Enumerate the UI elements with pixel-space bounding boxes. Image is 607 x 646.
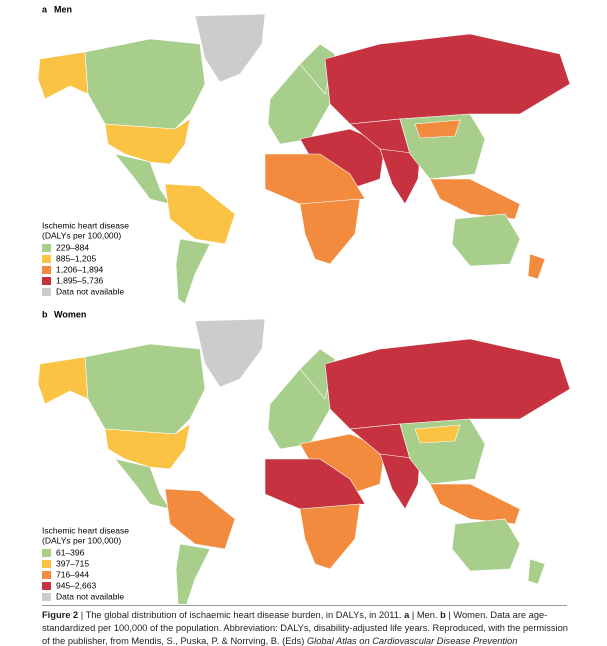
legend-swatch: [42, 255, 51, 263]
panel-label: a: [42, 4, 48, 14]
legend-swatch: [42, 571, 51, 579]
region-usa: [104, 118, 191, 165]
region-scandinavia: [299, 43, 336, 95]
world-map: [37, 13, 571, 305]
panel: b Women Ischemic heart disease(DALYs per 1…: [37, 309, 571, 610]
rule: [42, 605, 567, 606]
legend-label: 945–2,663: [56, 580, 96, 590]
region-canada: [84, 343, 206, 435]
region-canada: [84, 38, 206, 130]
region-south-america-south: [175, 543, 211, 610]
panel-label: b: [42, 309, 48, 319]
region-south-america-north: [164, 488, 236, 550]
region-mongolia: [414, 424, 461, 444]
region-africa-south: [299, 503, 361, 570]
region-africa-north: [264, 153, 366, 205]
panel-title: Women: [54, 309, 86, 319]
legend-subtitle: (DALYs per 100,000): [42, 230, 121, 240]
legend-subtitle: (DALYs per 100,000): [42, 535, 121, 545]
legend-label: 885–1,205: [56, 253, 96, 263]
legend-label: 61–396: [56, 547, 85, 557]
caption-part: Figure 2: [42, 610, 79, 620]
region-africa-south: [299, 198, 361, 265]
legend-label: 397–715: [56, 558, 89, 568]
legend-swatch: [42, 244, 51, 252]
legend-label: 716–944: [56, 569, 89, 579]
region-usa: [104, 423, 191, 470]
region-new-zealand: [527, 558, 546, 585]
region-greenland: [194, 318, 266, 388]
region-alaska: [37, 356, 89, 405]
region-south-america-south: [175, 238, 211, 305]
legend-swatch: [42, 266, 51, 274]
legend-label: Data not available: [56, 591, 124, 601]
legend-swatch: [42, 593, 51, 601]
world-map: [37, 318, 571, 610]
legend-swatch: [42, 549, 51, 557]
legend-swatch: [42, 277, 51, 285]
legend-swatch: [42, 288, 51, 296]
region-africa-north: [264, 458, 366, 510]
legend-label: 1,895–5,736: [56, 275, 104, 285]
panel-title: Men: [54, 4, 72, 14]
region-greenland: [194, 13, 266, 83]
caption-part: b: [440, 610, 446, 620]
caption-part: Global Atlas on Cardiovascular Disease P…: [306, 636, 518, 646]
caption-part: | The global distribution of ischaemic h…: [78, 610, 405, 620]
caption-part: a: [404, 610, 410, 620]
legend-label: 1,206–1,894: [56, 264, 104, 274]
region-russia: [324, 338, 571, 430]
region-australia: [451, 213, 521, 267]
legend-swatch: [42, 560, 51, 568]
legend-title: Ischemic heart disease: [42, 220, 129, 230]
region-australia: [451, 518, 521, 572]
caption: Figure 2 | The global distribution of is…: [42, 609, 572, 646]
caption-part: | Men.: [409, 610, 441, 620]
region-scandinavia: [299, 348, 336, 400]
region-alaska: [37, 51, 89, 100]
legend-swatch: [42, 582, 51, 590]
panel: a Men Ischemic heart disease(DALYs per 100…: [37, 4, 571, 305]
legend-label: Data not available: [56, 286, 124, 296]
region-south-america-north: [164, 183, 236, 245]
region-se-asia: [429, 178, 521, 220]
legend-label: 229–884: [56, 242, 89, 252]
region-mongolia: [414, 119, 461, 139]
region-russia: [324, 33, 571, 125]
caption-part: | Women. Data are age-standardized per 1…: [42, 610, 568, 646]
region-se-asia: [429, 483, 521, 525]
region-new-zealand: [527, 253, 546, 280]
legend-title: Ischemic heart disease: [42, 525, 129, 535]
